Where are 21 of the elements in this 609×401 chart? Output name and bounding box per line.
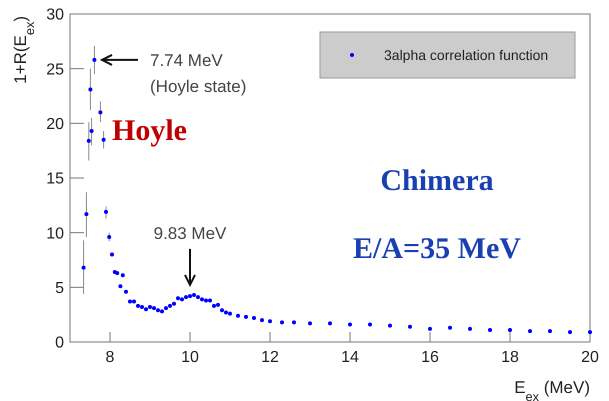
y-tick-label: 0 — [55, 334, 64, 352]
y-tick-label: 30 — [46, 6, 64, 24]
y-tick-label: 25 — [46, 61, 64, 78]
x-tick-label: 16 — [421, 349, 439, 366]
legend-label: 3alpha correlation function — [384, 46, 548, 63]
annotation: 9.83 MeV — [154, 224, 228, 243]
y-tick-label: 15 — [46, 170, 64, 188]
annotation: Chimera — [380, 164, 494, 197]
annotation: Hoyle — [112, 114, 187, 147]
x-tick-label: 10 — [181, 349, 199, 366]
x-axis-title: E$_{ex}$ (MeV) — [514, 378, 590, 401]
y-tick-label: 10 — [46, 225, 64, 242]
annotation: E/A=35 MeV — [353, 232, 522, 265]
x-tick-label: 18 — [501, 349, 519, 366]
x-tick-label: 14 — [341, 349, 359, 366]
y-tick-label: 20 — [46, 116, 64, 133]
x-tick-label: 12 — [261, 349, 279, 366]
y-tick-label: 5 — [55, 280, 64, 297]
x-tick-label: 8 — [106, 349, 115, 366]
x-tick-label: 20 — [581, 349, 599, 366]
annotation: 7.74 MeV (Hoyle state) — [150, 50, 246, 96]
